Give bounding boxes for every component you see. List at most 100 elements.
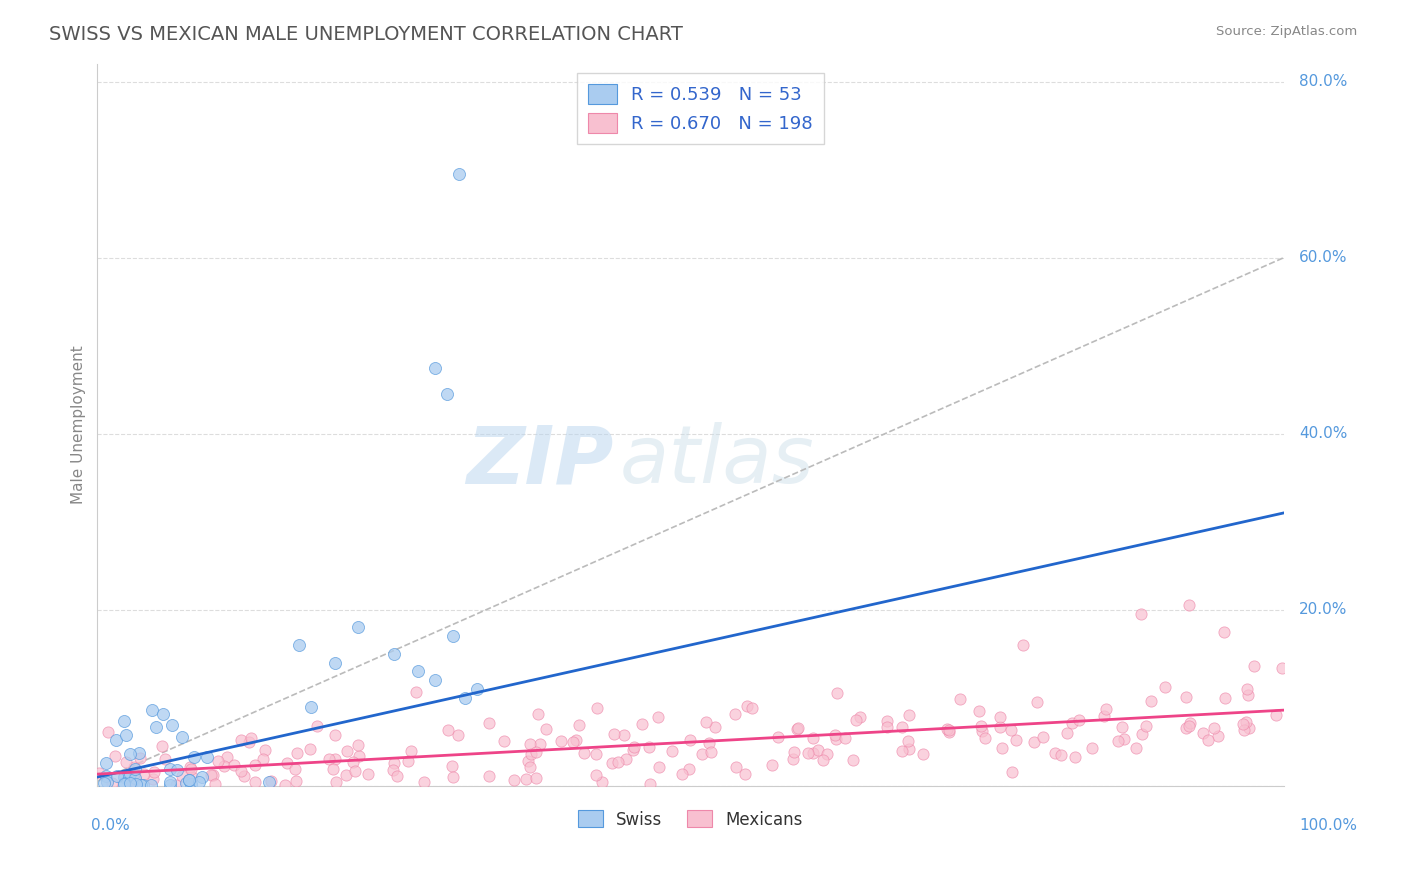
Point bbox=[1175, 721, 1198, 735]
Point bbox=[797, 746, 820, 760]
Point bbox=[891, 744, 914, 758]
Point bbox=[1049, 748, 1071, 763]
Point bbox=[284, 762, 307, 776]
Point bbox=[170, 731, 193, 745]
Point bbox=[305, 719, 328, 733]
Point bbox=[700, 745, 723, 759]
Point bbox=[139, 778, 162, 792]
Point bbox=[112, 714, 135, 728]
Point bbox=[325, 775, 347, 789]
Point bbox=[243, 774, 266, 789]
Point bbox=[524, 771, 547, 785]
Text: atlas: atlas bbox=[619, 422, 814, 500]
Point bbox=[323, 656, 346, 670]
Point bbox=[969, 719, 991, 733]
Point bbox=[734, 766, 756, 780]
Point bbox=[336, 743, 359, 757]
Point bbox=[782, 745, 804, 759]
Point bbox=[441, 629, 464, 643]
Point bbox=[122, 760, 145, 774]
Point bbox=[405, 685, 427, 699]
Point bbox=[322, 763, 344, 777]
Point bbox=[1125, 741, 1147, 756]
Point bbox=[381, 763, 404, 777]
Point bbox=[969, 704, 991, 718]
Point bbox=[585, 768, 607, 782]
Point bbox=[949, 692, 972, 706]
Point bbox=[679, 733, 702, 747]
Point bbox=[1208, 729, 1230, 743]
Point bbox=[974, 731, 997, 745]
Point bbox=[602, 727, 624, 741]
Point bbox=[520, 747, 543, 761]
Point bbox=[678, 762, 700, 776]
Point bbox=[299, 699, 322, 714]
Point bbox=[166, 763, 188, 777]
Point bbox=[671, 767, 693, 781]
Point bbox=[807, 743, 830, 757]
Point bbox=[132, 778, 155, 792]
Point bbox=[318, 752, 340, 766]
Point bbox=[1000, 723, 1022, 737]
Point bbox=[254, 743, 277, 757]
Point bbox=[142, 772, 165, 786]
Point bbox=[970, 723, 993, 738]
Point bbox=[276, 756, 298, 770]
Point bbox=[382, 756, 405, 770]
Point bbox=[245, 758, 267, 772]
Point bbox=[441, 759, 464, 773]
Point bbox=[159, 762, 181, 776]
Point bbox=[1177, 719, 1199, 733]
Point bbox=[239, 731, 262, 745]
Point bbox=[97, 725, 120, 739]
Point bbox=[100, 775, 122, 789]
Point bbox=[141, 703, 163, 717]
Point bbox=[761, 758, 783, 772]
Text: 100.0%: 100.0% bbox=[1299, 818, 1357, 833]
Point bbox=[1063, 749, 1085, 764]
Text: Source: ZipAtlas.com: Source: ZipAtlas.com bbox=[1216, 25, 1357, 38]
Point bbox=[142, 765, 165, 780]
Point bbox=[815, 747, 838, 762]
Point bbox=[344, 764, 367, 778]
Point bbox=[897, 734, 920, 748]
Point bbox=[825, 732, 848, 747]
Point bbox=[387, 769, 409, 783]
Point bbox=[1094, 702, 1116, 716]
Point bbox=[1153, 680, 1175, 694]
Point bbox=[347, 749, 370, 764]
Point bbox=[1175, 690, 1198, 704]
Point bbox=[695, 715, 717, 730]
Point bbox=[342, 755, 364, 769]
Point bbox=[105, 769, 128, 783]
Point bbox=[134, 766, 156, 780]
Point bbox=[298, 742, 321, 756]
Point bbox=[606, 755, 628, 769]
Point bbox=[121, 775, 143, 789]
Point bbox=[787, 721, 810, 735]
Point bbox=[849, 710, 872, 724]
Point bbox=[648, 760, 671, 774]
Point bbox=[231, 764, 253, 779]
Point bbox=[159, 774, 181, 789]
Point bbox=[1135, 718, 1157, 732]
Point bbox=[257, 775, 280, 789]
Point bbox=[165, 778, 187, 792]
Point bbox=[152, 707, 174, 722]
Point bbox=[238, 735, 260, 749]
Text: 40.0%: 40.0% bbox=[1299, 426, 1347, 442]
Point bbox=[786, 722, 808, 736]
Point bbox=[174, 776, 197, 790]
Point bbox=[1197, 733, 1219, 747]
Point bbox=[118, 747, 141, 761]
Point bbox=[150, 739, 173, 753]
Point bbox=[801, 746, 824, 760]
Point bbox=[207, 754, 229, 768]
Point bbox=[325, 728, 347, 742]
Point bbox=[1069, 713, 1091, 727]
Point bbox=[492, 734, 515, 748]
Point bbox=[179, 772, 201, 787]
Point bbox=[515, 772, 537, 787]
Point bbox=[876, 714, 898, 728]
Point bbox=[988, 721, 1011, 735]
